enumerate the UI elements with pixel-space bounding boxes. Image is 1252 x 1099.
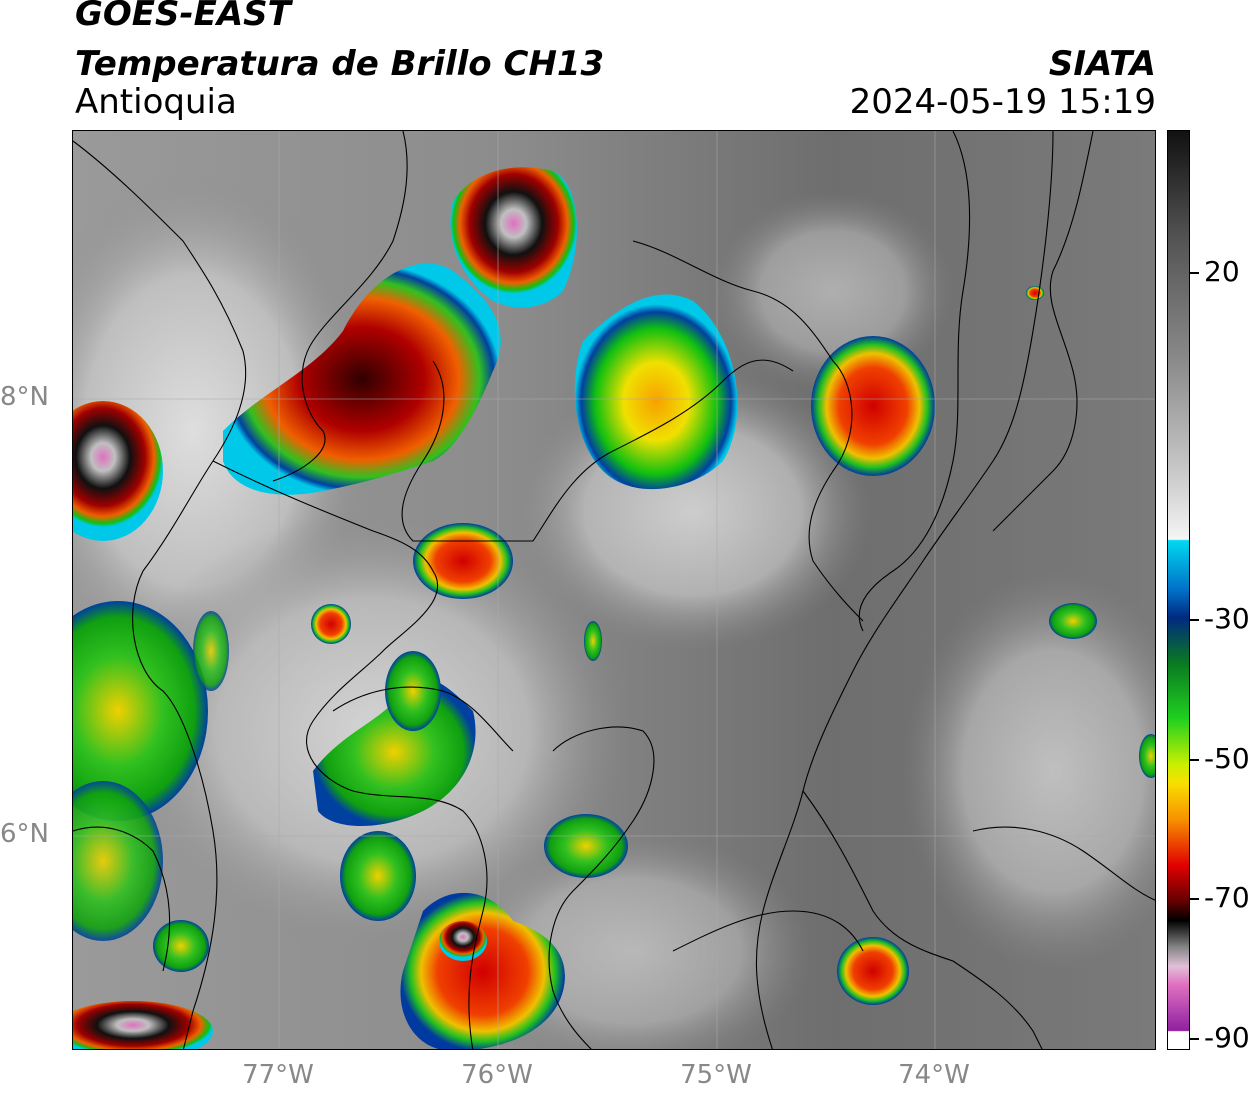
colorbar: [1167, 130, 1190, 1050]
colorbar-label-minus90: -90: [1204, 1021, 1250, 1054]
region-title: Antioquia: [75, 82, 237, 122]
storm-cell: [544, 814, 628, 878]
storm-cell: [153, 920, 209, 972]
storm-cell: [223, 263, 501, 495]
storm-cell: [450, 167, 577, 308]
lon-label-77w: 77°W: [242, 1060, 314, 1090]
storm-cell: [413, 523, 513, 599]
product-title: Temperatura de Brillo CH13: [75, 44, 605, 84]
storm-cell: [584, 621, 602, 661]
storm-cell: [73, 601, 208, 821]
lon-label-76w: 76°W: [461, 1060, 533, 1090]
storm-cell: [400, 893, 565, 1049]
storm-cell: [73, 401, 163, 541]
lat-label-8n: 8°N: [0, 382, 49, 412]
storm-cell: [385, 651, 441, 731]
colorbar-label-minus50: -50: [1204, 742, 1250, 775]
storm-cell: [311, 604, 351, 644]
colorbar-ramp: [1168, 131, 1189, 1049]
storm-cell: [1139, 734, 1155, 778]
storm-cell: [340, 831, 416, 921]
storm-cell: [574, 294, 738, 490]
colorbar-tick: [1190, 898, 1199, 900]
storm-cell: [811, 336, 935, 476]
graticule: [73, 131, 1155, 1049]
storm-cell: [1049, 603, 1097, 639]
colorbar-tick: [1190, 619, 1199, 621]
colorbar-tick: [1190, 1038, 1199, 1040]
colorbar-tick: [1190, 759, 1199, 761]
haze-region: [903, 571, 1155, 971]
border-lines: [73, 131, 1155, 1049]
storm-cell: [1026, 286, 1044, 300]
colorbar-label-20: 20: [1204, 255, 1240, 288]
colorbar-label-minus30: -30: [1204, 602, 1250, 635]
satellite-map[interactable]: [72, 130, 1156, 1050]
storm-cell: [837, 937, 909, 1005]
satellite-title: GOES-EAST: [75, 0, 291, 34]
storm-cell: [439, 921, 487, 961]
storm-cell: [193, 611, 229, 691]
datetime-label: 2024-05-19 15:19: [849, 82, 1156, 122]
map-canvas: [73, 131, 1155, 1049]
colorbar-label-minus70: -70: [1204, 881, 1250, 914]
agency-title: SIATA: [1048, 44, 1156, 84]
colorbar-tick: [1190, 272, 1199, 274]
lat-label-6n: 6°N: [0, 819, 49, 849]
storm-cell: [73, 781, 163, 941]
storm-cell: [73, 1001, 213, 1049]
lon-label-75w: 75°W: [680, 1060, 752, 1090]
lon-label-74w: 74°W: [898, 1060, 970, 1090]
